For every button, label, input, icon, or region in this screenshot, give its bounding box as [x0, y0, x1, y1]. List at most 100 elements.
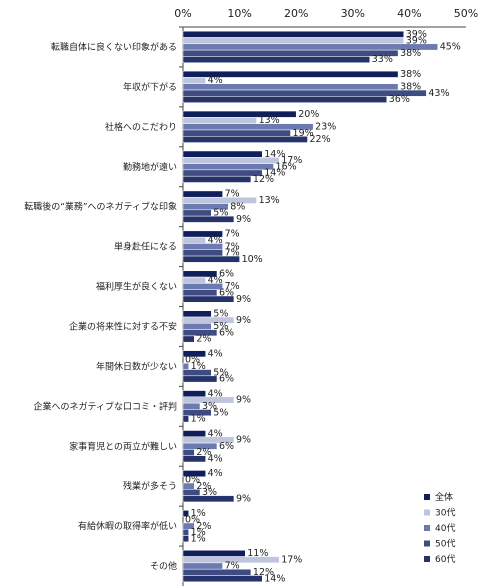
legend-label: 60代 — [435, 554, 455, 565]
data-label: 0% — [185, 514, 200, 525]
category-label: 年間休日数が少ない — [96, 360, 177, 372]
data-label: 5% — [213, 367, 228, 378]
legend-label: 30代 — [435, 508, 455, 519]
bar — [182, 335, 195, 343]
data-label: 13% — [259, 195, 280, 206]
data-label: 2% — [196, 521, 211, 532]
bar — [182, 209, 212, 217]
x-tick-label: 10% — [227, 7, 251, 20]
data-label: 45% — [440, 42, 461, 53]
data-label: 14% — [264, 168, 285, 179]
data-label: 38% — [400, 48, 421, 59]
data-label: 10% — [242, 254, 263, 265]
data-label: 0% — [185, 355, 200, 366]
bar — [182, 276, 206, 284]
bar — [182, 190, 223, 198]
data-label: 17% — [281, 155, 302, 166]
bar — [182, 449, 195, 456]
bar — [182, 30, 404, 38]
bar — [182, 96, 388, 103]
data-label: 4% — [208, 75, 223, 86]
data-label: 9% — [236, 395, 251, 406]
bar — [182, 489, 201, 496]
data-label: 1% — [191, 533, 206, 544]
bar — [182, 495, 235, 503]
legend-swatch — [424, 540, 430, 547]
data-label: 9% — [236, 493, 251, 504]
bar — [182, 196, 257, 204]
data-label: 5% — [213, 321, 228, 332]
data-label: 6% — [219, 287, 234, 298]
bar — [182, 243, 223, 251]
bar — [182, 409, 212, 417]
category-label: 家事育児との両立が難しい — [69, 440, 177, 452]
x-tick-label: 30% — [341, 7, 365, 20]
bar — [182, 289, 218, 297]
data-label: 14% — [264, 149, 285, 160]
bar — [182, 375, 218, 383]
data-label: 5% — [213, 208, 228, 219]
data-label: 22% — [310, 134, 331, 145]
data-label: 4% — [208, 348, 223, 359]
data-label: 43% — [428, 88, 449, 99]
data-label: 4% — [208, 275, 223, 286]
data-label: 38% — [400, 69, 421, 80]
data-label: 12% — [253, 567, 274, 578]
data-label: 7% — [225, 248, 240, 259]
data-label: 4% — [208, 468, 223, 479]
data-label: 5% — [213, 407, 228, 418]
bar — [182, 175, 252, 183]
data-label: 20% — [298, 109, 319, 120]
data-label: 4% — [208, 235, 223, 246]
bar — [182, 157, 280, 164]
bar — [182, 402, 201, 410]
category-label: 社格へのこだわり — [105, 121, 177, 133]
bar — [182, 136, 308, 143]
bar — [182, 129, 291, 137]
bar — [182, 390, 206, 398]
bar — [182, 117, 257, 124]
bar — [182, 163, 274, 171]
data-label: 1% — [191, 414, 206, 425]
data-label: 5% — [213, 309, 228, 320]
bar — [182, 369, 212, 377]
data-label: 4% — [208, 428, 223, 439]
bar — [182, 77, 206, 84]
bar — [182, 470, 206, 477]
category-label: 企業の将来性に対する不安 — [69, 320, 177, 332]
data-label: 11% — [247, 548, 268, 559]
bar — [182, 236, 206, 244]
bar — [182, 442, 218, 450]
data-label: 19% — [293, 128, 314, 139]
category-label: その他 — [150, 560, 177, 572]
data-label: 3% — [202, 487, 217, 498]
legend-swatch — [424, 525, 430, 531]
legend-swatch — [424, 556, 430, 562]
x-tick-label: 20% — [284, 7, 308, 20]
bar — [182, 323, 212, 330]
category-label: 残業が多そう — [123, 480, 177, 492]
data-label: 13% — [259, 115, 280, 126]
data-label: 6% — [219, 441, 234, 452]
bar — [182, 430, 206, 438]
data-label: 1% — [191, 527, 206, 538]
bar — [182, 556, 280, 564]
category-label: 福利厚生が良くない — [96, 281, 177, 293]
bar — [182, 510, 189, 517]
data-label: 23% — [315, 121, 336, 132]
data-label: 2% — [196, 481, 211, 492]
bar — [182, 350, 206, 358]
data-label: 4% — [208, 388, 223, 399]
legend-label: 40代 — [435, 523, 455, 534]
bar — [182, 283, 223, 290]
data-label: 7% — [225, 229, 240, 240]
data-label: 9% — [236, 315, 251, 326]
category-label: 有給休暇の取得率が低い — [78, 520, 177, 532]
data-label: 7% — [225, 189, 240, 200]
category-label: 勤務地が遠い — [123, 161, 177, 173]
bar — [182, 255, 240, 263]
data-label: 2% — [196, 447, 211, 458]
data-label: 17% — [281, 554, 302, 565]
legend-swatch — [424, 509, 430, 516]
